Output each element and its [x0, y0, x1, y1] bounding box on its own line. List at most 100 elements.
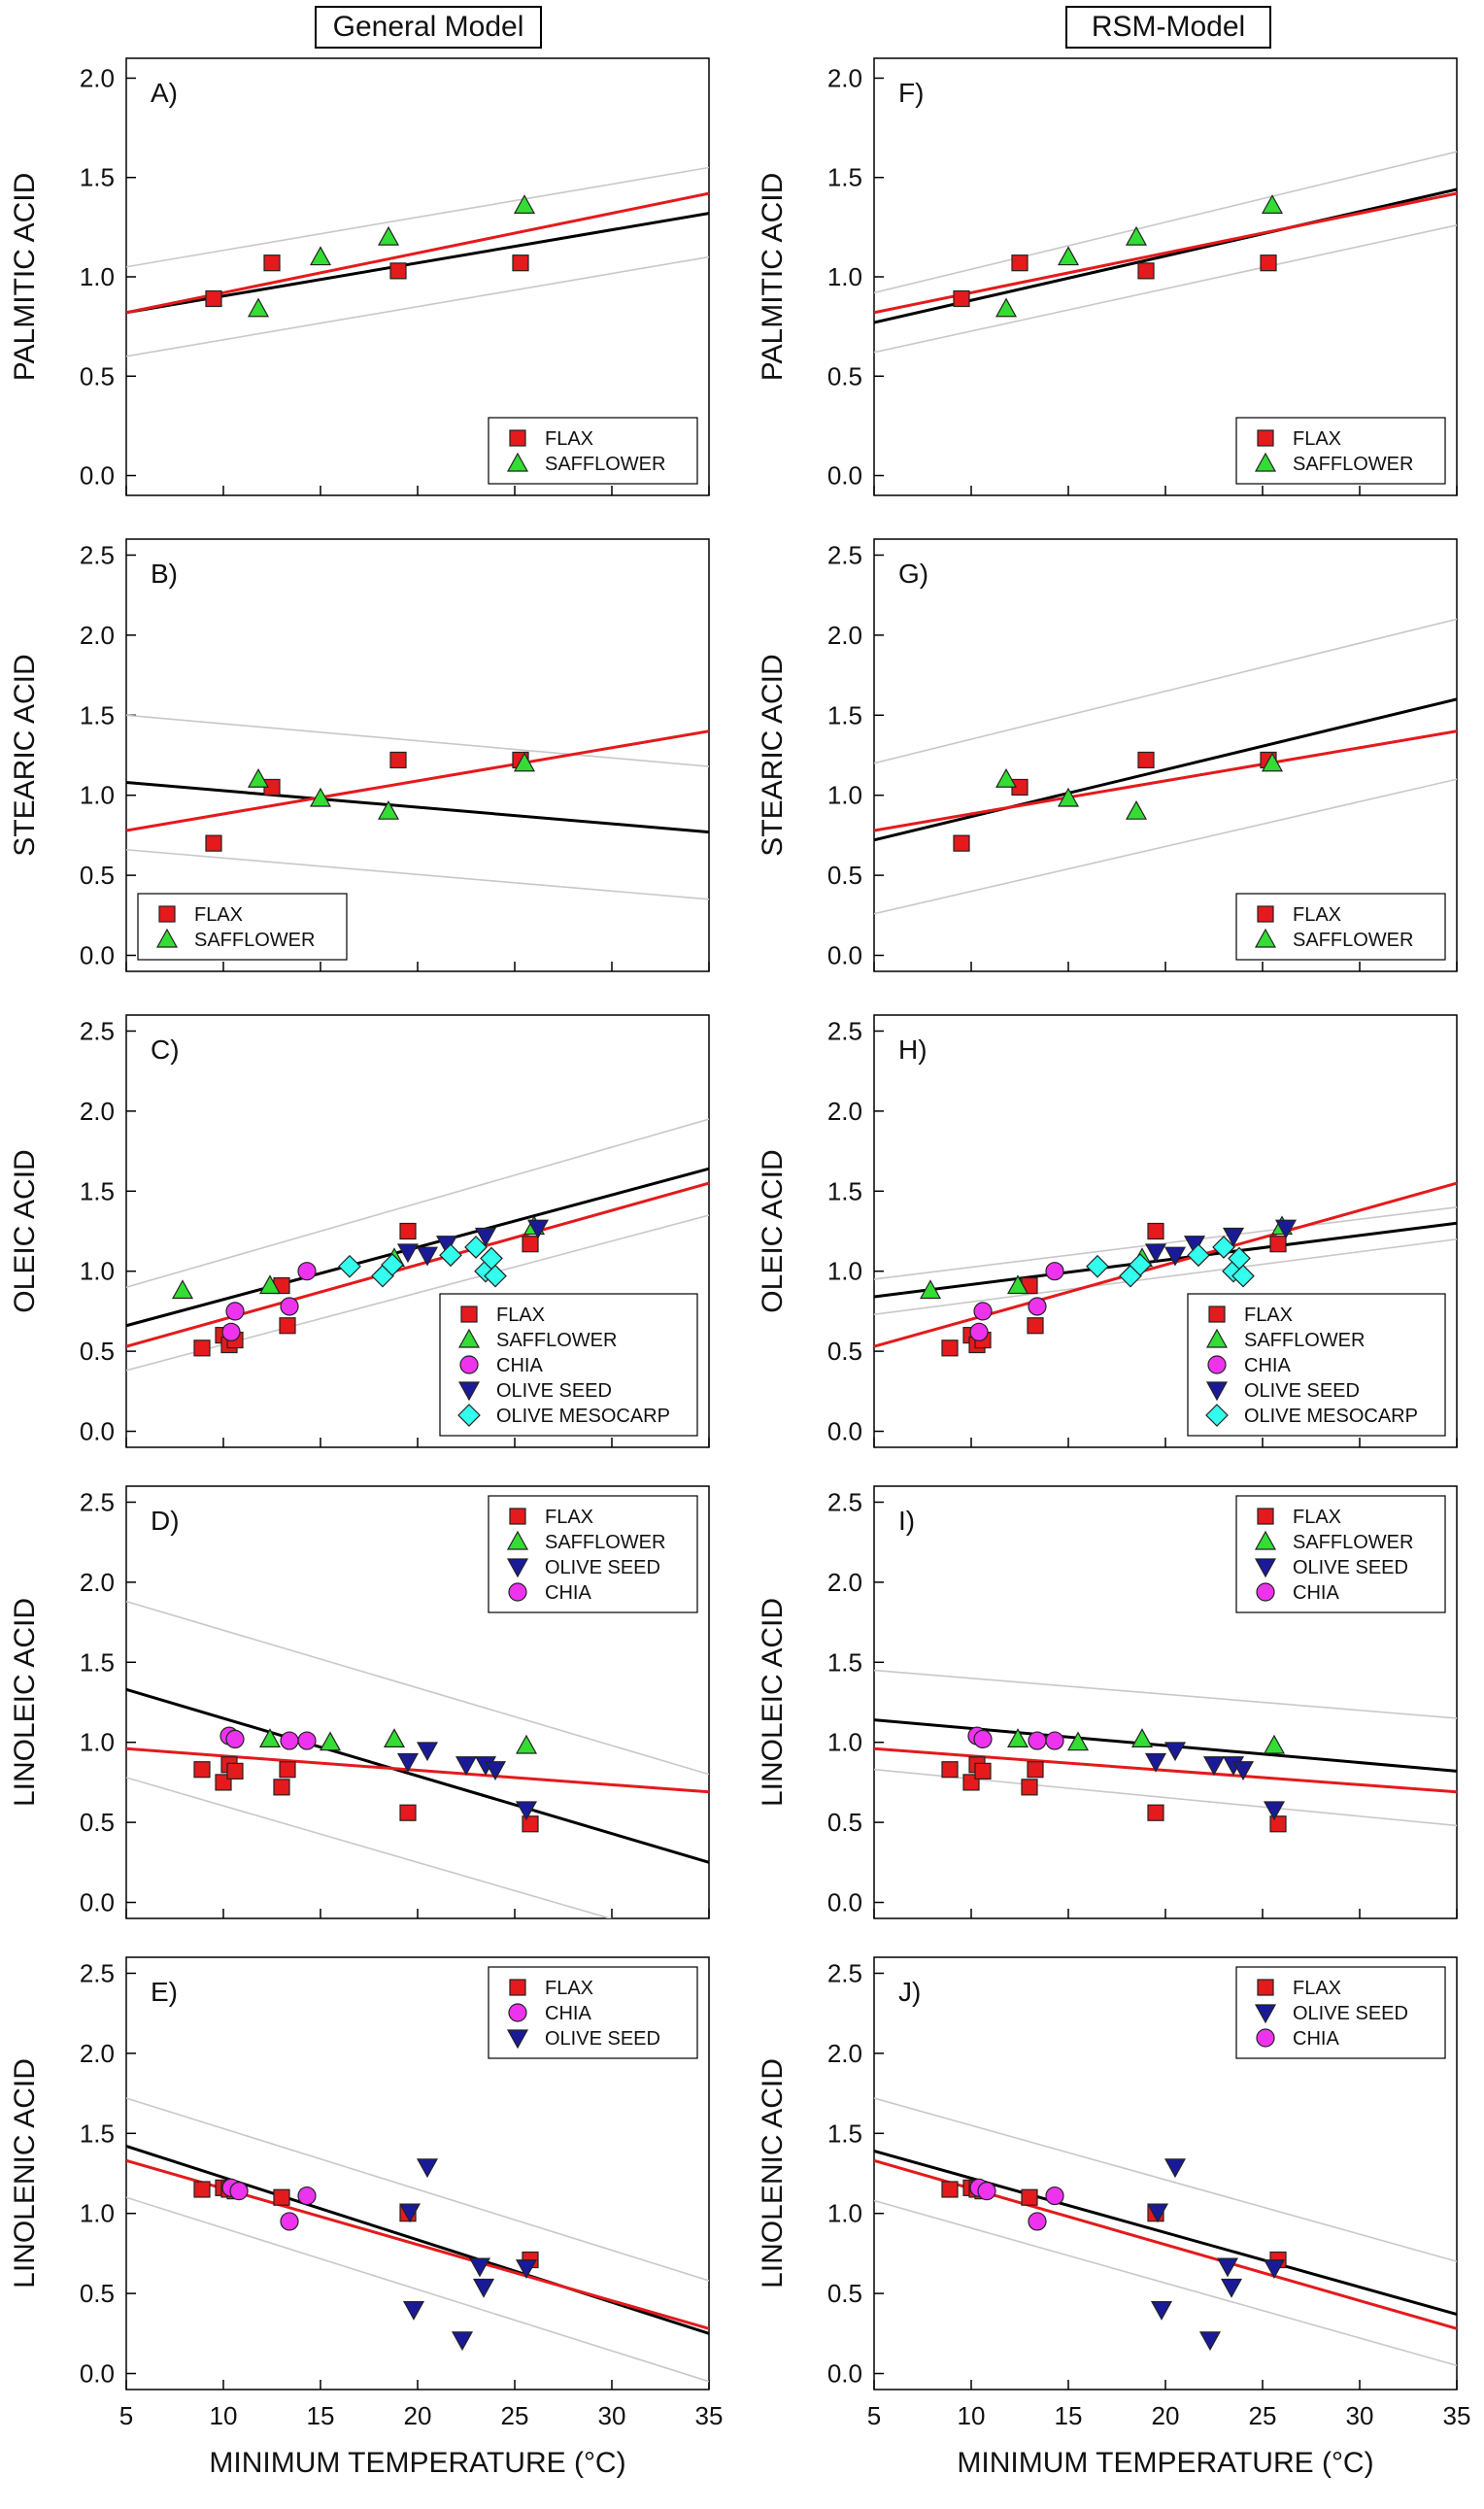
- data-point: [953, 289, 970, 308]
- y-axis-label: STEARIC ACID: [9, 654, 41, 856]
- data-point: [995, 297, 1018, 318]
- legend: FLAX CHIA OLIVE SEED: [488, 1966, 698, 2059]
- panel-c: 0.0 0.5 1.0 1.5 2.0 2.5 OLEIC ACID C) FLAX SAFFLO…: [9, 1014, 710, 1448]
- y-tick-label: 0.5: [80, 1337, 115, 1366]
- legend-marker-chia: [459, 1355, 479, 1374]
- data-point: [225, 1729, 245, 1749]
- data-point: [1021, 2188, 1038, 2206]
- regression-lines: [874, 1181, 1457, 1348]
- legend-marker-safflower: [1205, 1328, 1229, 1348]
- series-chia: [969, 1262, 1064, 1341]
- series-safflower: [995, 752, 1284, 820]
- y-tick-label: 1.0: [827, 262, 862, 291]
- panel-e: 0.0 0.5 1.0 1.5 2.0 2.5 5 10 15 20 25 30 35 LINOLENIC…: [9, 1956, 723, 2430]
- data-point: [205, 834, 222, 852]
- legend-label: CHIA: [1244, 1355, 1291, 1376]
- panel-label: C): [151, 1034, 180, 1065]
- data-point: [1261, 194, 1284, 214]
- series-safflower: [1006, 1728, 1286, 1754]
- data-point: [515, 2259, 538, 2279]
- y-axis-label: PALMITIC ACID: [9, 173, 41, 381]
- y-tick-label: 0.0: [80, 1888, 115, 1917]
- confidence-band-line: [874, 1669, 1457, 1719]
- data-point: [995, 767, 1018, 788]
- data-point: [280, 1731, 299, 1750]
- y-tick-label: 2.5: [80, 540, 115, 569]
- data-point: [941, 2181, 959, 2198]
- confidence-band-line: [874, 224, 1457, 354]
- series-safflower: [247, 752, 536, 820]
- legend-marker-chia: [508, 2003, 527, 2022]
- data-point: [221, 1322, 241, 1341]
- data-point: [919, 1279, 942, 1300]
- x-tick-label: 10: [958, 2401, 986, 2430]
- legend-marker-safflower: [1254, 928, 1277, 948]
- panel-j: 0.0 0.5 1.0 1.5 2.0 2.5 5 10 15 20 25 30 35 LINOLENIC…: [757, 1956, 1471, 2430]
- y-tick-label: 1.5: [827, 1647, 862, 1677]
- y-axis-label: PALMITIC ACID: [757, 173, 789, 381]
- data-point: [309, 787, 332, 807]
- legend-label: FLAX: [1293, 428, 1341, 450]
- legend-marker-olive-seed: [506, 1558, 529, 1578]
- red-regression-line: [126, 1746, 709, 1794]
- y-tick-label: 1.5: [80, 700, 115, 729]
- data-point: [297, 1731, 317, 1750]
- panel-label: J): [898, 1977, 921, 2007]
- data-point: [1220, 2278, 1243, 2298]
- y-tick-label: 0.5: [827, 1808, 862, 1837]
- series-chia: [219, 1726, 317, 1750]
- x-tick-label: 30: [598, 2401, 626, 2430]
- panel-label: I): [898, 1506, 915, 1536]
- y-axis-label: LINOLEIC ACID: [9, 1598, 41, 1807]
- column-title-general-model: General Model: [315, 6, 542, 49]
- data-point: [319, 1731, 342, 1751]
- legend-marker-flax: [509, 1508, 526, 1525]
- x-tick-label: 30: [1346, 2401, 1374, 2430]
- data-point: [1260, 254, 1277, 272]
- data-point: [941, 1761, 959, 1779]
- legend-label: SAFFLOWER: [1293, 454, 1413, 475]
- legend-box: [1235, 893, 1446, 961]
- red-regression-line: [874, 1181, 1457, 1348]
- confidence-band-line: [874, 2199, 1457, 2367]
- y-tick-label: 2.0: [80, 63, 115, 92]
- legend-marker-olive-seed: [457, 1381, 481, 1402]
- black-regression-line: [874, 1718, 1457, 1773]
- series-chia: [969, 2178, 1064, 2231]
- legend-marker-flax: [1208, 1305, 1226, 1323]
- legend-marker-olive-mesocarp: [1205, 1404, 1229, 1427]
- data-point: [1198, 2331, 1222, 2352]
- data-point: [1187, 1243, 1210, 1268]
- confidence-band-line: [126, 255, 709, 357]
- data-point: [273, 1779, 290, 1796]
- panel-d: 0.0 0.5 1.0 1.5 2.0 2.5 LINOLEIC ACID D) FLAX SAF…: [9, 1485, 710, 1919]
- y-tick-label: 0.0: [827, 2359, 862, 2389]
- data-point: [1045, 1731, 1064, 1750]
- legend-label: CHIA: [1293, 2028, 1339, 2050]
- legend-label: OLIVE SEED: [1293, 2003, 1408, 2024]
- data-point: [193, 1339, 211, 1357]
- legend-label: FLAX: [545, 1507, 593, 1528]
- legend-marker-safflower: [506, 1530, 529, 1550]
- legend-marker-flax: [460, 1305, 478, 1323]
- x-tick-label: 35: [1443, 2401, 1471, 2430]
- legend-label: SAFFLOWER: [194, 930, 315, 951]
- series-olive-mesocarp: [338, 1236, 507, 1288]
- y-tick-label: 0.5: [80, 361, 115, 390]
- data-point: [309, 246, 332, 266]
- x-axis-label: MINIMUM TEMPERATURE (°C): [957, 2447, 1373, 2479]
- series-flax: [953, 254, 1277, 308]
- data-point: [484, 1264, 507, 1288]
- y-tick-label: 2.5: [827, 1016, 862, 1045]
- y-tick-label: 1.5: [80, 1176, 115, 1205]
- legend: FLAX SAFFLOWER: [1235, 893, 1446, 961]
- data-point: [1125, 225, 1148, 246]
- data-point: [383, 1728, 406, 1748]
- data-point: [953, 834, 970, 852]
- data-point: [1125, 799, 1148, 820]
- legend-label: FLAX: [496, 1305, 545, 1326]
- legend: FLAX SAFFLOWER: [1235, 417, 1446, 485]
- black-regression-line: [874, 187, 1457, 324]
- data-point: [229, 2182, 249, 2201]
